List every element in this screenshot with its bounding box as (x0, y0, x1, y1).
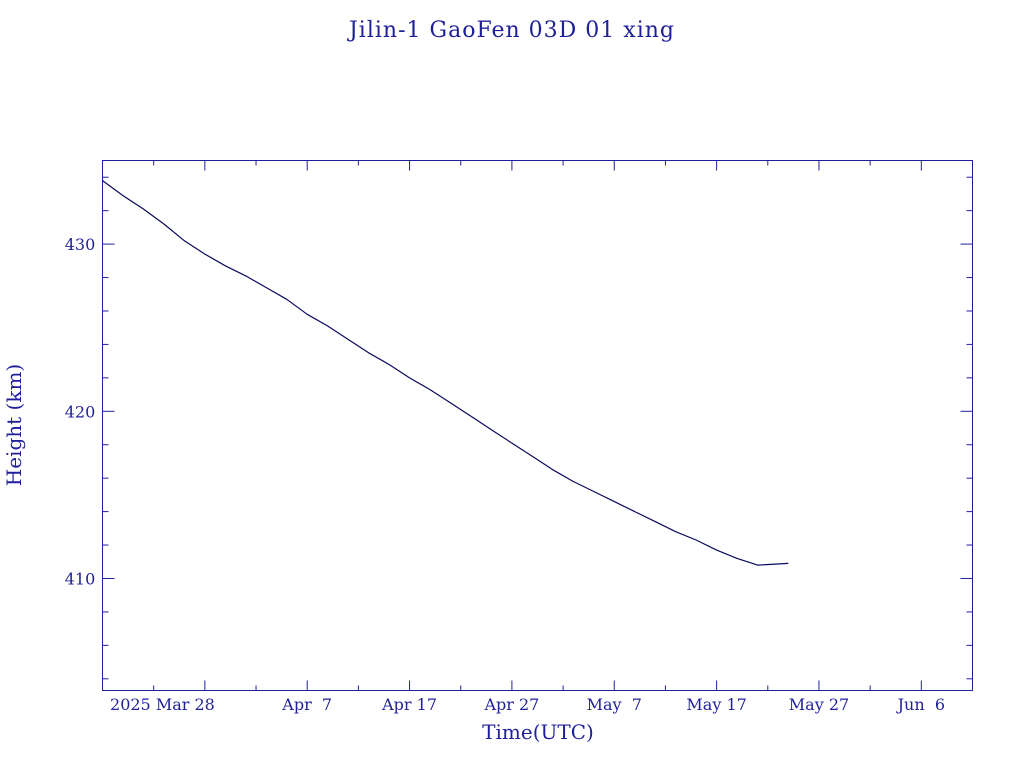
x-tick-label: May 17 (686, 695, 746, 714)
x-axis-label: Time(UTC) (482, 720, 594, 744)
x-tick-label: Jun 6 (896, 695, 945, 714)
axis-ticks (102, 160, 973, 691)
y-tick-labels: 410 420 430 (65, 235, 96, 588)
x-tick-label: May 7 (587, 695, 642, 714)
x-tick-label: Apr 17 (381, 695, 437, 714)
x-tick-label: Apr 7 (281, 695, 332, 714)
x-tick-label: May 27 (789, 695, 849, 714)
series-layer (102, 180, 789, 566)
height-series-line (102, 180, 789, 566)
x-tick-label: 2025 Mar 28 (110, 695, 215, 714)
y-tick-label: 420 (65, 402, 96, 421)
x-tick-labels: 2025 Mar 28 Apr 7 Apr 17 Apr 27 May 7 May 17 M… (110, 695, 945, 714)
chart-title: Jilin-1 GaoFen 03D 01 xing (347, 18, 675, 43)
y-tick-label: 410 (65, 569, 96, 588)
plot-frame (102, 160, 973, 691)
y-axis-label: Height (km) (2, 364, 26, 486)
y-tick-label: 430 (65, 235, 96, 254)
x-tick-label: Apr 27 (483, 695, 539, 714)
